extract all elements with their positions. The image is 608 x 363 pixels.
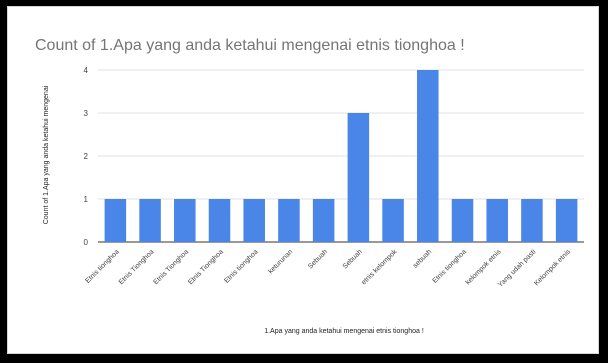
bar-0 [104,199,127,242]
x-tick-label-13: Kelompok etnis [533,248,572,287]
bar-6 [312,199,335,242]
bar-13 [555,199,578,242]
x-tick-label-12: Yang udah pasti [497,248,538,289]
x-tick-label-2: Etnis Tionghoa [153,248,191,286]
bar-9 [417,70,439,242]
chart-title: Count of 1.Apa yang anda ketahui mengena… [35,37,465,54]
bar-3 [208,199,231,242]
x-tick-label-5: keturunan [267,248,294,275]
x-tick-label-4: Etnis tionghoa [223,248,259,284]
bars [104,70,578,242]
y-tick-label-1: 1 [84,195,89,204]
bar-7 [347,113,370,242]
x-tick-label-1: Etnis Tionghoa [118,248,156,286]
bar-4 [243,199,265,242]
x-tick-label-7: Sebuah [342,248,364,270]
bar-10 [451,199,474,242]
x-tick-label-9: sebuah [412,248,433,269]
y-tick-label-3: 3 [84,109,89,118]
gridlines [98,69,584,243]
y-tick-label-2: 2 [84,152,89,161]
bar-5 [278,199,300,242]
x-axis-label: 1.Apa yang anda ketahui mengenai etnis t… [264,328,424,335]
y-axis-label: Count of 1.Apa yang anda ketahui mengena… [43,85,50,224]
chart-card: Count of 1.Apa yang anda ketahui mengena… [7,6,599,354]
x-tick-label-6: Sebuah [307,248,329,270]
x-tick-label-3: Etnis Tionghoa [187,248,225,286]
y-tick-labels: 0 1 2 3 4 [84,66,89,247]
x-tick-label-0: Etnis tionghoa [84,248,120,284]
x-tick-label-8: etnis kelompok [361,248,399,286]
bar-2 [174,199,196,242]
bar-8 [382,199,404,242]
y-tick-label-4: 4 [84,66,89,75]
x-tick-label-10: Etnis tionghoa [432,248,468,284]
bar-12 [521,199,543,242]
bar-11 [486,199,508,242]
y-tick-label-0: 0 [84,238,89,247]
bar-1 [139,199,161,242]
x-tick-label-11: kelompok etnis [465,248,503,286]
